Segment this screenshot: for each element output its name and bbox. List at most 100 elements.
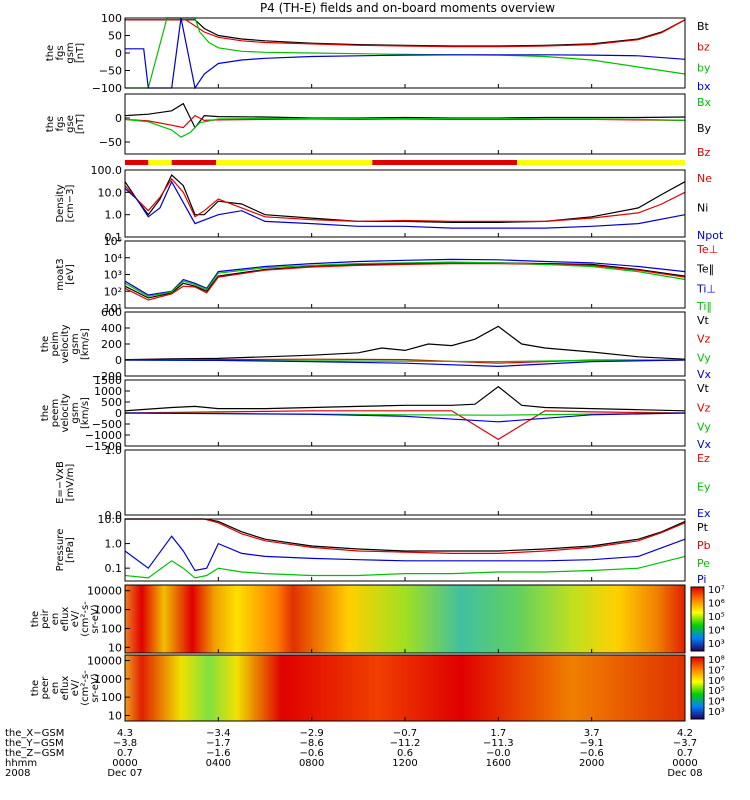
y-axis-label: [nT]	[75, 43, 86, 63]
colorbar-label: 10³	[708, 707, 725, 718]
series-line-Ti‖	[124, 261, 686, 297]
y-tick-label: 400	[101, 322, 122, 335]
x-row-value: 0.7	[677, 748, 693, 759]
legend-entry: Ti⊥	[696, 282, 716, 295]
colorbar-label: 10⁴	[708, 626, 725, 637]
legend-entry: Bx	[697, 96, 712, 109]
y-tick-label: 0	[115, 407, 122, 420]
colorbar-label: 10⁸	[708, 655, 725, 666]
y-axis-label: E=−VxB	[55, 461, 66, 504]
legend-entry: Pe	[697, 557, 710, 570]
y-tick-label: 10⁴	[104, 252, 123, 265]
x-row-value: −11.2	[390, 738, 421, 749]
x-row-value: −9.1	[580, 738, 604, 749]
y-axis-label: the	[30, 611, 41, 627]
legend-entry: Vy	[697, 421, 711, 434]
y-tick-label: 10³	[104, 269, 122, 282]
series-line-bx	[125, 17, 686, 90]
y-axis-label: the	[30, 680, 41, 696]
series-line-Vt	[124, 385, 686, 412]
colorbar-label: 10⁶	[708, 599, 725, 610]
x-row-value: 0.7	[117, 748, 133, 759]
x-row-value: 0400	[206, 758, 231, 769]
series-line-Pi	[124, 535, 686, 572]
y-tick-label: 10	[108, 641, 122, 654]
colorbar-label: 10⁴	[708, 697, 725, 708]
series-line-Vx	[124, 359, 686, 368]
y-tick-label: 100	[101, 12, 122, 25]
mode-bar-segment	[372, 160, 517, 165]
colorbar-label: 10³	[708, 639, 725, 650]
series-line-by	[125, 17, 686, 89]
y-axis-label: [cm−3]	[65, 185, 76, 223]
x-row-value: 4.2	[677, 728, 693, 739]
legend-entry: bz	[697, 41, 710, 54]
x-row-label: the_Z−GSM	[5, 748, 64, 759]
legend-entry: Bz	[697, 146, 711, 159]
x-row-value: Dec 08	[667, 768, 702, 779]
x-row-value: 2000	[579, 758, 604, 769]
x-row-label: hhmm	[5, 758, 37, 769]
y-axis-label: Pressure	[55, 529, 66, 572]
y-axis-label: peem	[50, 399, 61, 427]
y-axis-label: sr-eV)	[90, 604, 101, 633]
legend-entry: Ti‖	[696, 300, 712, 313]
y-axis-label: moat3	[55, 258, 66, 290]
legend-entry: Ez	[697, 452, 710, 465]
y-tick-label: 10000	[87, 655, 122, 668]
y-tick-label: 10.0	[98, 513, 123, 526]
spectrogram	[125, 655, 685, 721]
series-line-By	[124, 102, 686, 129]
x-row-value: 1600	[486, 758, 511, 769]
y-axis-label: en	[50, 613, 61, 626]
y-axis-label: gsm	[70, 333, 81, 354]
y-axis-label: [km/s]	[80, 397, 91, 429]
legend-entry: by	[697, 61, 711, 74]
y-axis-label: the	[45, 45, 56, 61]
panel-frame	[124, 311, 686, 377]
x-row-value: −0.0	[486, 748, 510, 759]
x-row-value: −1.7	[206, 738, 230, 749]
y-axis-label: peer	[40, 676, 51, 700]
y-tick-label: 600	[101, 306, 122, 319]
y-axis-label: [nPa]	[65, 537, 76, 563]
series-line-Vz	[124, 410, 686, 441]
chart-title: P4 (TH-E) fields and on-board moments ov…	[259, 1, 556, 15]
x-row-value: −1.6	[206, 748, 230, 759]
y-axis-label: the	[40, 405, 51, 421]
legend-entry: bx	[697, 80, 711, 93]
x-row-value: −3.7	[673, 738, 697, 749]
x-row-value: 1.7	[490, 728, 506, 739]
series-line-Te⊥	[124, 263, 686, 301]
y-tick-label: −1500	[85, 440, 122, 453]
x-row-label: the_X−GSM	[5, 728, 64, 739]
y-tick-label: 0.1	[105, 562, 123, 575]
y-tick-label: −500	[92, 418, 122, 431]
y-axis-label: Density	[55, 184, 66, 222]
y-axis-label: eflux	[60, 676, 71, 701]
mode-bar-segment	[171, 160, 216, 165]
legend-entry: Te‖	[696, 263, 714, 276]
legend-entry: Ey	[697, 481, 711, 494]
y-axis-label: eflux	[60, 607, 71, 632]
series-line-Vt	[124, 325, 686, 361]
y-tick-label: 10²	[104, 285, 122, 298]
y-axis-label: eV/	[70, 679, 81, 696]
y-tick-label: 1000	[94, 385, 122, 398]
legend-entry: By	[697, 122, 712, 135]
legend-entry: Bt	[697, 20, 710, 33]
mode-bar-segment	[125, 160, 149, 165]
x-row-value: 3.7	[584, 728, 600, 739]
series-line-Pb	[125, 518, 686, 555]
panel-frame	[124, 169, 686, 238]
y-axis-label: eV/	[70, 610, 81, 627]
x-row-value: 0.6	[397, 748, 413, 759]
y-tick-label: 200	[101, 338, 122, 351]
y-tick-label: 10.0	[98, 186, 123, 199]
x-row-value: −3.4	[206, 728, 230, 739]
series-line-Ne	[124, 177, 686, 223]
y-axis-label: the	[45, 116, 56, 132]
x-row-value: −0.6	[300, 748, 324, 759]
y-axis-label: peim	[50, 331, 61, 356]
y-tick-label: 100	[101, 691, 122, 704]
